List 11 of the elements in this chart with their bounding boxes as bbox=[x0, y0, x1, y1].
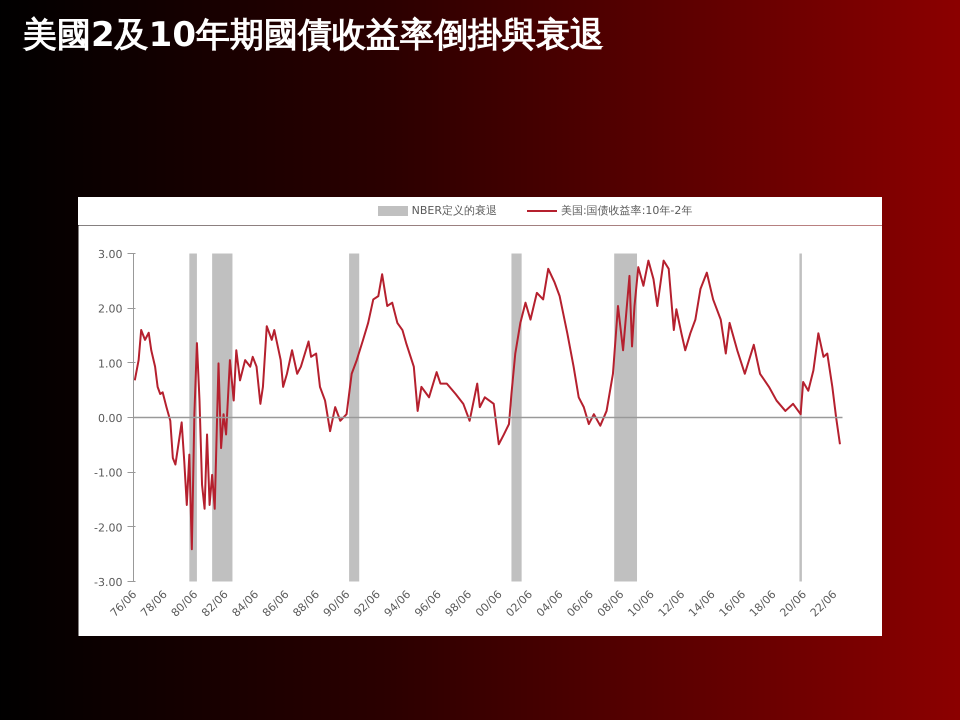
line-series bbox=[134, 260, 841, 550]
y-tick-label: 1.00 bbox=[98, 357, 123, 370]
chart-title: 美國2及10年期國債收益率倒掛與衰退 bbox=[23, 14, 604, 57]
y-tick-label: 0.00 bbox=[98, 412, 123, 425]
y-tick-label: -2.00 bbox=[94, 521, 123, 534]
y-tick-label: -1.00 bbox=[94, 466, 123, 480]
y-tick-label: 2.00 bbox=[98, 302, 123, 316]
y-tick-label: 3.00 bbox=[98, 248, 123, 261]
y-tick-label: -3.00 bbox=[94, 576, 123, 589]
legend-label: NBER定义的衰退 bbox=[412, 204, 497, 217]
legend-label: 美国:国债收益率:10年-2年 bbox=[560, 204, 692, 217]
